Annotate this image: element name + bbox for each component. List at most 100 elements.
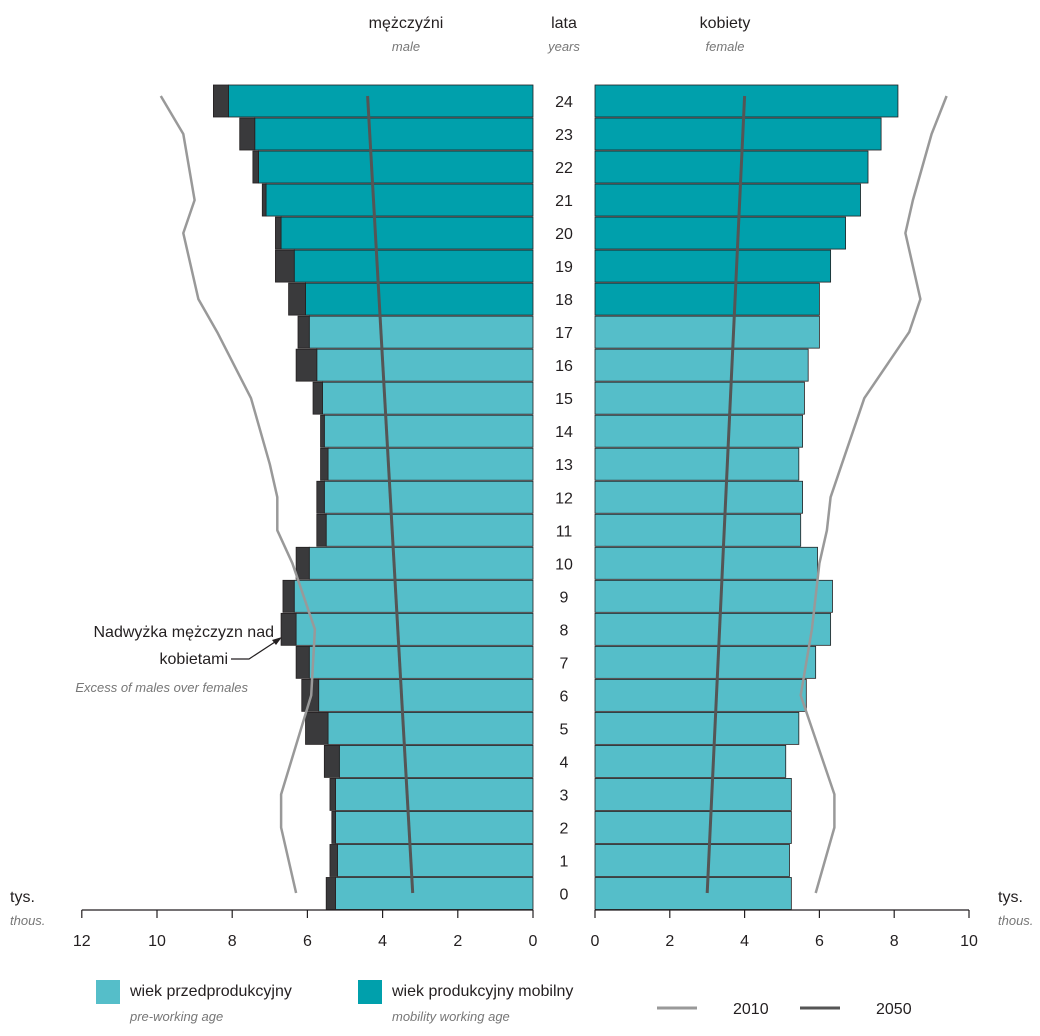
female-bar-12 — [594, 480, 803, 514]
legend-label-en-1: mobility working age — [392, 1009, 510, 1024]
unit-left: tys. — [10, 889, 35, 906]
male-bar-9 — [293, 579, 534, 613]
annotation-arrow — [231, 639, 279, 660]
female-tick-label-0: 0 — [591, 933, 600, 950]
age-label-8: 8 — [560, 622, 569, 639]
age-label-17: 17 — [555, 325, 573, 342]
line-2010-female — [799, 95, 948, 894]
male-excess-bar-7 — [295, 645, 310, 679]
age-label-12: 12 — [555, 490, 573, 507]
male-excess-bar-17 — [297, 315, 310, 349]
male-excess-bar-23 — [239, 117, 256, 151]
female-bar-23 — [594, 117, 882, 151]
male-excess-bar-20 — [275, 216, 282, 250]
male-excess-bar-1 — [329, 844, 338, 877]
male-bars — [212, 84, 534, 910]
male-bar-23 — [254, 117, 534, 151]
legend-label-2: 2010 — [733, 1001, 769, 1018]
legend-label-en-0: pre-working age — [129, 1009, 223, 1024]
male-excess-bar-14 — [320, 414, 325, 448]
female-bar-17 — [594, 315, 820, 349]
annotation-line2: kobietami — [160, 651, 228, 668]
female-tick-label-8: 8 — [890, 933, 899, 950]
female-bar-0 — [594, 877, 792, 910]
age-label-18: 18 — [555, 292, 573, 309]
female-bar-19 — [594, 249, 832, 283]
male-bar-6 — [318, 678, 534, 712]
female-bar-4 — [594, 745, 787, 778]
legend-label-1: wiek produkcyjny mobilny — [391, 983, 573, 1000]
male-bar-12 — [323, 480, 534, 514]
series-lines — [159, 95, 948, 894]
female-bar-9 — [594, 579, 833, 613]
male-tick-label-4: 4 — [378, 933, 387, 950]
male-excess-bar-10 — [295, 546, 310, 580]
male-excess-bar-0 — [325, 877, 337, 910]
male-bar-16 — [316, 348, 534, 382]
female-bar-21 — [594, 183, 861, 217]
line-2050-male — [366, 95, 415, 894]
female-tick-label-2: 2 — [665, 933, 674, 950]
female-bar-24 — [594, 84, 899, 118]
legend-label-3: 2050 — [876, 1001, 912, 1018]
age-label-11: 11 — [556, 523, 573, 540]
annotation: Nadwyżka mężczyzn nad kobietami Excess o… — [75, 624, 282, 695]
male-bar-1 — [337, 844, 534, 877]
age-label-22: 22 — [555, 160, 573, 177]
age-label-21: 21 — [555, 193, 573, 210]
age-label-20: 20 — [555, 226, 573, 243]
male-tick-label-2: 2 — [453, 933, 462, 950]
female-bar-22 — [594, 150, 869, 184]
age-label-19: 19 — [555, 259, 573, 276]
legend-label-0: wiek przedprodukcyjny — [129, 983, 292, 1000]
unit-right: tys. — [998, 889, 1023, 906]
age-label-3: 3 — [560, 787, 569, 804]
male-tick-label-12: 12 — [73, 933, 91, 950]
male-excess-bar-24 — [212, 84, 229, 118]
axes: 12 10 8 6 4 2 0 0 2 4 6 8 10 — [73, 909, 978, 950]
title-left: mężczyźni — [369, 15, 444, 32]
male-excess-bar-12 — [316, 480, 325, 514]
annotation-line1: Nadwyżka mężczyzn nad — [93, 624, 274, 641]
male-bar-13 — [327, 447, 534, 481]
annotation-en: Excess of males over females — [75, 680, 248, 695]
female-bar-11 — [594, 513, 802, 547]
male-excess-bar-5 — [305, 711, 329, 745]
male-excess-bar-18 — [288, 282, 306, 316]
female-bar-5 — [594, 711, 800, 745]
male-bar-15 — [322, 381, 534, 415]
age-label-15: 15 — [555, 391, 573, 408]
male-bar-0 — [335, 877, 534, 910]
male-bar-21 — [265, 183, 534, 217]
title-right-en: female — [705, 39, 744, 54]
female-tick-label-6: 6 — [815, 933, 824, 950]
male-bar-3 — [335, 778, 534, 811]
age-label-1: 1 — [560, 853, 569, 870]
age-label-7: 7 — [560, 655, 569, 672]
age-label-10: 10 — [555, 556, 573, 573]
age-label-14: 14 — [555, 424, 573, 441]
male-excess-bar-15 — [312, 381, 323, 415]
line-2010-male — [159, 95, 317, 894]
male-tick-label-6: 6 — [303, 933, 312, 950]
male-bar-5 — [327, 711, 534, 745]
male-bar-7 — [308, 645, 534, 679]
male-excess-bar-8 — [280, 612, 297, 646]
line-2050-female — [705, 95, 747, 894]
male-excess-bar-22 — [252, 150, 259, 184]
male-bar-8 — [295, 612, 534, 646]
male-excess-bar-3 — [329, 778, 336, 811]
female-bar-8 — [594, 612, 832, 646]
male-tick-label-0: 0 — [529, 933, 538, 950]
male-bar-18 — [305, 282, 534, 316]
female-bar-16 — [594, 348, 809, 382]
legend: wiek przedprodukcyjny pre-working age wiek… — [96, 980, 912, 1024]
female-bar-14 — [594, 414, 803, 448]
male-excess-bar-13 — [320, 447, 329, 481]
female-bars — [594, 84, 899, 910]
female-bar-6 — [594, 678, 807, 712]
female-bar-13 — [594, 447, 800, 481]
age-label-9: 9 — [560, 589, 569, 606]
